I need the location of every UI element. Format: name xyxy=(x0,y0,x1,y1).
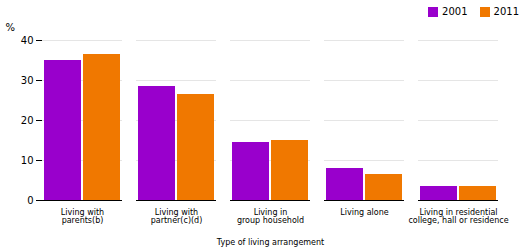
svg-text:0: 0 xyxy=(27,195,33,206)
svg-text:30: 30 xyxy=(21,75,34,86)
svg-text:Living withpartner(c)(d): Living withpartner(c)(d) xyxy=(151,208,203,225)
svg-text:%: % xyxy=(6,22,16,33)
svg-text:10: 10 xyxy=(21,155,34,166)
html-text:2001: 2001 xyxy=(442,6,468,17)
svg-text:Type of living arrangement: Type of living arrangement xyxy=(216,238,325,247)
svg-text:20: 20 xyxy=(21,115,34,126)
html-text:2011: 2011 xyxy=(493,6,519,17)
svg-text:Living in residentialcollege,: Living in residentialcollege, hall or re… xyxy=(408,208,508,225)
svg-text:Living alone: Living alone xyxy=(340,208,388,217)
svg-text:40: 40 xyxy=(21,35,34,46)
svg-text:Living ingroup household: Living ingroup household xyxy=(237,208,304,225)
svg-text:Living withparents(b): Living withparents(b) xyxy=(61,208,104,225)
